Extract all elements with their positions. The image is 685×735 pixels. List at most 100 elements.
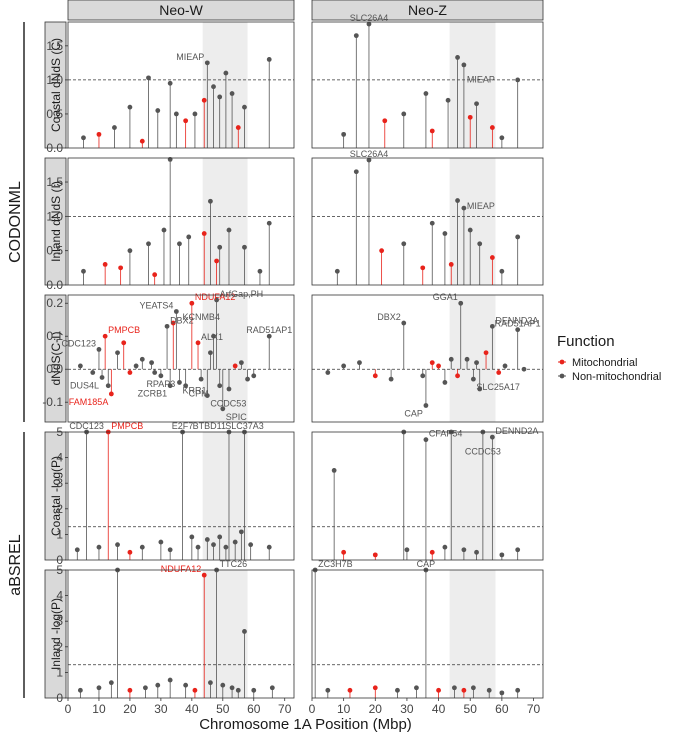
gene-label: E2F7 bbox=[172, 421, 194, 431]
y-tick-label: 4 bbox=[56, 451, 63, 465]
point-non-mitochondrial bbox=[245, 376, 250, 382]
panel-1-1: SLC26A4 MIEAP bbox=[311, 149, 544, 286]
y-tick-label: 1 bbox=[56, 665, 63, 679]
point-non-mitochondrial bbox=[515, 687, 521, 693]
point-non-mitochondrial bbox=[470, 376, 476, 382]
panel-2-0: PMPCB CDC123 DUS4L FAM185A YEATS4 NDUFA12ArfG… bbox=[42, 289, 295, 423]
point-non-mitochondrial bbox=[461, 62, 467, 68]
x-tick-label: 30 bbox=[154, 702, 168, 716]
point-mitochondrial bbox=[201, 97, 207, 103]
gene-label: RAD51AP1 bbox=[246, 325, 292, 335]
panel-frame bbox=[311, 294, 544, 423]
panel-4-1: ZC3H7B CAP bbox=[311, 559, 544, 699]
point-non-mitochondrial bbox=[115, 350, 120, 356]
point-non-mitochondrial bbox=[217, 94, 223, 100]
gene-label: CFAP54 bbox=[429, 429, 463, 439]
point-mitochondrial bbox=[201, 231, 207, 236]
point-non-mitochondrial bbox=[353, 33, 359, 39]
point-non-mitochondrial bbox=[204, 393, 210, 399]
point-non-mitochondrial bbox=[341, 363, 347, 369]
point-non-mitochondrial bbox=[115, 542, 120, 548]
point-non-mitochondrial bbox=[183, 682, 189, 688]
x-tick-label: 70 bbox=[278, 702, 292, 716]
gene-label: ZCRB1 bbox=[138, 389, 168, 399]
point-non-mitochondrial bbox=[388, 376, 394, 382]
point-non-mitochondrial bbox=[146, 75, 151, 81]
point-non-mitochondrial bbox=[442, 231, 448, 236]
point-non-mitochondrial bbox=[502, 363, 508, 369]
panel-frame bbox=[67, 431, 295, 561]
point-non-mitochondrial bbox=[96, 544, 102, 550]
point-mitochondrial bbox=[201, 572, 207, 578]
point-mitochondrial bbox=[152, 272, 158, 278]
panel-frame bbox=[67, 294, 295, 423]
row-strip-4 bbox=[44, 569, 67, 699]
point-non-mitochondrial bbox=[489, 323, 495, 329]
point-non-mitochondrial bbox=[461, 547, 467, 553]
shaded-region bbox=[202, 22, 248, 148]
point-non-mitochondrial bbox=[242, 629, 247, 634]
point-non-mitochondrial bbox=[477, 241, 483, 247]
point-non-mitochondrial bbox=[229, 685, 235, 691]
point-non-mitochondrial bbox=[223, 70, 229, 76]
point-mitochondrial bbox=[489, 125, 495, 130]
gene-label: SPIC bbox=[226, 412, 248, 422]
point-non-mitochondrial bbox=[77, 363, 83, 369]
point-mitochondrial bbox=[118, 265, 124, 271]
x-tick-label: 20 bbox=[123, 702, 137, 716]
y-tick-label: -0.1 bbox=[42, 395, 63, 409]
panel-frame bbox=[311, 431, 544, 561]
y-tick-label: 1.5 bbox=[46, 175, 63, 189]
legend-item-label: Mitochondrial bbox=[572, 357, 637, 369]
point-mitochondrial bbox=[232, 363, 238, 369]
point-non-mitochondrial bbox=[183, 383, 189, 389]
gene-label: ArfGap,PH bbox=[220, 289, 264, 299]
point-non-mitochondrial bbox=[211, 333, 216, 339]
point-non-mitochondrial bbox=[149, 360, 154, 366]
group-label-1: aBSREL bbox=[7, 534, 24, 595]
point-mitochondrial bbox=[455, 373, 460, 379]
panel-frame bbox=[67, 21, 295, 149]
point-non-mitochondrial bbox=[489, 434, 495, 440]
row-strip-3 bbox=[44, 431, 67, 561]
gene-label: GGA1 bbox=[433, 292, 458, 302]
panel-0-0: MIEAP 0.0 0.5 1.0 1.5 bbox=[46, 21, 295, 155]
point-non-mitochondrial bbox=[455, 198, 460, 203]
point-non-mitochondrial bbox=[451, 685, 457, 691]
point-mitochondrial bbox=[496, 370, 502, 375]
point-mitochondrial bbox=[436, 363, 441, 369]
point-non-mitochondrial bbox=[366, 157, 372, 163]
point-non-mitochondrial bbox=[334, 268, 340, 274]
point-non-mitochondrial bbox=[186, 234, 192, 240]
row-strip-label-2: dNdS(C-I) bbox=[49, 331, 63, 385]
point-non-mitochondrial bbox=[208, 680, 213, 686]
point-non-mitochondrial bbox=[401, 111, 407, 117]
gene-label: MIEAP bbox=[467, 201, 495, 211]
point-non-mitochondrial bbox=[189, 534, 195, 540]
point-mitochondrial bbox=[127, 370, 133, 375]
row-strip-label-4: Inland -log(P) bbox=[49, 598, 63, 670]
point-non-mitochondrial bbox=[127, 248, 133, 254]
point-non-mitochondrial bbox=[158, 373, 164, 379]
legend-item-label: Non-mitochondrial bbox=[572, 371, 661, 383]
point-non-mitochondrial bbox=[395, 687, 400, 693]
point-non-mitochondrial bbox=[155, 682, 161, 688]
point-non-mitochondrial bbox=[248, 542, 254, 548]
point-non-mitochondrial bbox=[167, 677, 173, 683]
x-axis-title: Chromosome 1A Position (Mbp) bbox=[199, 716, 412, 733]
point-non-mitochondrial bbox=[470, 685, 476, 691]
point-mitochondrial bbox=[102, 262, 108, 267]
point-non-mitochondrial bbox=[204, 60, 210, 66]
point-non-mitochondrial bbox=[467, 227, 473, 233]
gene-label: CPM bbox=[189, 389, 209, 399]
panel-bg bbox=[68, 432, 294, 560]
point-mitochondrial bbox=[448, 262, 454, 267]
point-non-mitochondrial bbox=[167, 80, 173, 86]
point-non-mitochondrial bbox=[251, 687, 257, 693]
point-mitochondrial bbox=[489, 255, 495, 260]
point-non-mitochondrial bbox=[139, 356, 145, 362]
row-strip-2 bbox=[44, 294, 67, 423]
point-non-mitochondrial bbox=[161, 227, 167, 233]
shaded-region bbox=[449, 295, 496, 422]
